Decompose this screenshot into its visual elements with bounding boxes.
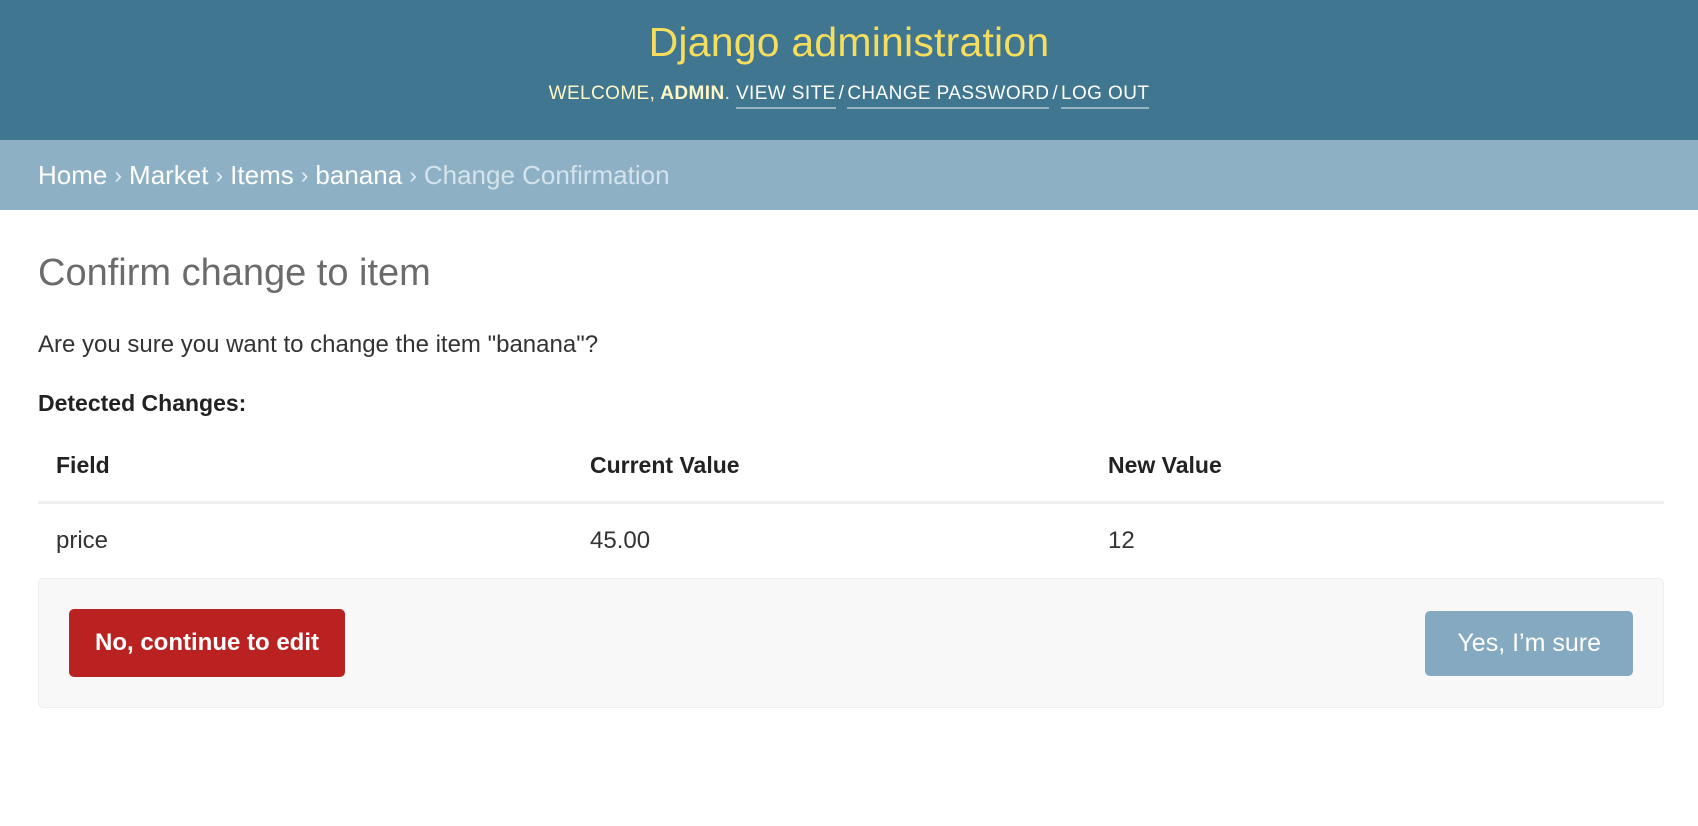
detected-changes-label: Detected Changes: bbox=[38, 390, 247, 416]
welcome-username: ADMIN bbox=[660, 83, 725, 104]
column-header-current-value: Current Value bbox=[572, 451, 1090, 504]
breadcrumb-item-change-confirmation: Change Confirmation bbox=[423, 160, 670, 190]
breadcrumb-separator-icon: › bbox=[300, 162, 309, 188]
detected-changes-table: Field Current Value New Value price 45.0… bbox=[38, 451, 1664, 570]
breadcrumb-separator-icon: › bbox=[215, 162, 224, 188]
cell-field: price bbox=[56, 527, 109, 554]
cell-new-value: 12 bbox=[1108, 527, 1135, 554]
breadcrumb-item-home[interactable]: Home bbox=[38, 160, 108, 190]
table-body: price 45.00 12 bbox=[38, 503, 1664, 571]
site-title: Django administration bbox=[648, 19, 1050, 65]
user-tools: WELCOME, ADMIN. VIEW SITE / CHANGE PASSWOR… bbox=[0, 82, 1698, 109]
user-tools-separator-2: / bbox=[1052, 83, 1059, 104]
cancel-button[interactable]: No, continue to edit bbox=[69, 609, 345, 677]
column-header-field: Field bbox=[38, 451, 572, 504]
user-tools-separator-1: / bbox=[838, 83, 845, 104]
welcome-prefix: WELCOME, bbox=[548, 83, 656, 104]
table-header-row: Field Current Value New Value bbox=[38, 451, 1664, 504]
admin-header: Django administration WELCOME, ADMIN. VI… bbox=[0, 0, 1698, 140]
welcome-period: . bbox=[724, 83, 731, 104]
view-site-link[interactable]: VIEW SITE bbox=[735, 83, 836, 109]
breadcrumb-item-banana[interactable]: banana bbox=[315, 160, 403, 190]
breadcrumb-separator-icon: › bbox=[114, 162, 123, 188]
confirmation-question: Are you sure you want to change the item… bbox=[38, 331, 599, 358]
cell-current-value: 45.00 bbox=[590, 527, 651, 554]
page-title: Confirm change to item bbox=[38, 252, 431, 294]
log-out-link[interactable]: LOG OUT bbox=[1061, 83, 1150, 109]
submit-row: No, continue to edit Yes, I’m sure bbox=[38, 578, 1664, 708]
main-content: Confirm change to item Are you sure you … bbox=[0, 210, 1698, 708]
change-password-link[interactable]: CHANGE PASSWORD bbox=[847, 83, 1050, 109]
breadcrumb-item-items[interactable]: Items bbox=[230, 160, 294, 190]
confirm-button[interactable]: Yes, I’m sure bbox=[1425, 610, 1633, 676]
column-header-new-value: New Value bbox=[1090, 451, 1664, 504]
table-row: price 45.00 12 bbox=[38, 503, 1664, 571]
breadcrumb-separator-icon: › bbox=[409, 162, 417, 188]
breadcrumb-item-market[interactable]: Market bbox=[129, 160, 209, 190]
table-head: Field Current Value New Value bbox=[38, 451, 1664, 504]
breadcrumb: Home › Market › Items › banana › Change … bbox=[0, 140, 1698, 210]
